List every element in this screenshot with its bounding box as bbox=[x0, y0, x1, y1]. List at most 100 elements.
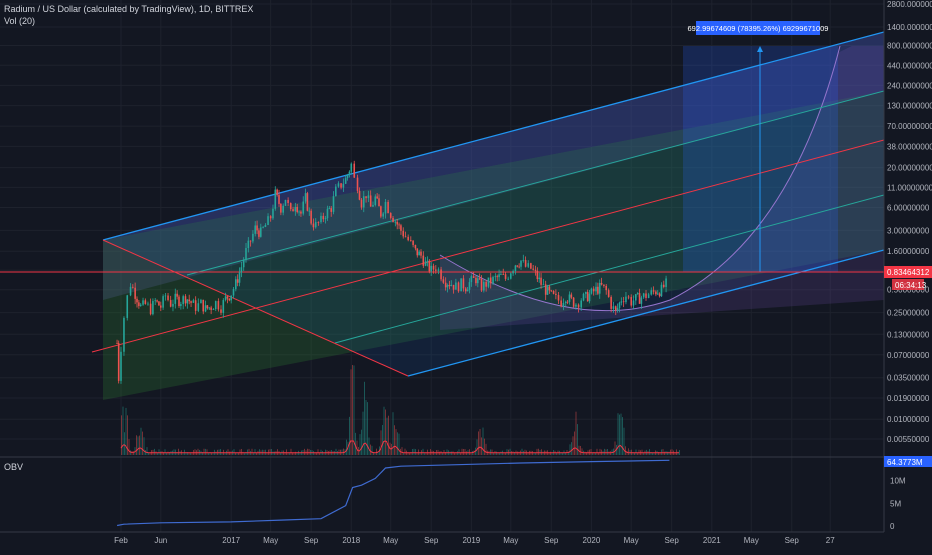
volume-bar bbox=[472, 451, 473, 455]
volume-bar bbox=[439, 451, 440, 455]
candle-body bbox=[382, 213, 384, 217]
obv-axis[interactable]: 10M 5M 0 bbox=[890, 477, 906, 531]
volume-bar bbox=[590, 449, 592, 455]
candle-body bbox=[230, 295, 232, 301]
candle-body bbox=[548, 286, 551, 291]
candle-body bbox=[404, 236, 407, 238]
price-tick: 0.00550000 bbox=[887, 435, 930, 444]
candle-body bbox=[536, 270, 539, 280]
pitchfork-upper-line[interactable] bbox=[102, 31, 884, 241]
volume-bar bbox=[428, 453, 430, 455]
time-axis[interactable]: Feb Jun 2017 May Sep 2018 May Sep 2019 May Sep 2020… bbox=[114, 536, 835, 545]
candle-body bbox=[575, 304, 577, 307]
volume-bar bbox=[626, 450, 628, 455]
volume-bar bbox=[370, 444, 371, 455]
candle-body bbox=[585, 292, 587, 294]
volume-bar bbox=[664, 451, 665, 455]
candle-body bbox=[592, 288, 595, 292]
candle-body bbox=[652, 290, 655, 292]
candle-body bbox=[616, 307, 619, 311]
volume-bar bbox=[287, 453, 289, 455]
volume-legend[interactable]: Vol (20) bbox=[4, 16, 35, 26]
volume-bar bbox=[125, 407, 127, 455]
volume-bar bbox=[584, 451, 586, 455]
target-label: 692.99674609 (78395.26%) 69299671009 bbox=[688, 24, 829, 33]
volume-bar bbox=[227, 449, 229, 455]
volume-bar bbox=[568, 451, 569, 455]
volume-bar bbox=[398, 433, 400, 455]
time-tick: 2019 bbox=[462, 536, 480, 545]
volume-bar bbox=[500, 451, 502, 455]
candle-body bbox=[468, 282, 471, 290]
volume-bar bbox=[173, 449, 175, 455]
candle-body bbox=[396, 221, 399, 225]
candle-body bbox=[214, 301, 217, 310]
candle-body bbox=[172, 303, 174, 307]
candle-body bbox=[384, 201, 387, 214]
time-tick: Sep bbox=[424, 536, 439, 545]
volume-bar bbox=[190, 452, 191, 455]
candle-body bbox=[322, 215, 325, 220]
volume-bar bbox=[653, 453, 655, 455]
volume-bar bbox=[353, 365, 355, 455]
pitchfork-lower-inner[interactable] bbox=[334, 194, 884, 344]
candle-body bbox=[314, 222, 317, 228]
volume-bar bbox=[295, 451, 296, 455]
volume-bar bbox=[209, 452, 211, 455]
price-tick: 11.00000000 bbox=[887, 183, 932, 192]
candle-body bbox=[147, 303, 149, 305]
volume-bar bbox=[139, 435, 140, 455]
volume-bar bbox=[671, 449, 673, 455]
candle-body bbox=[226, 296, 229, 299]
volume-bar bbox=[556, 452, 557, 455]
volume-bar bbox=[464, 448, 466, 455]
candle-body bbox=[152, 301, 154, 315]
volume-bar bbox=[455, 453, 457, 455]
candle-body bbox=[518, 266, 520, 268]
candle-body bbox=[457, 282, 460, 292]
volume-bar bbox=[253, 453, 254, 455]
volume-bar bbox=[659, 452, 661, 455]
candle-body bbox=[387, 201, 389, 214]
obv-last-tag bbox=[884, 456, 932, 467]
candle-body bbox=[269, 216, 272, 219]
volume-bar bbox=[548, 452, 550, 455]
candle-body bbox=[184, 296, 187, 304]
volume-bar bbox=[620, 413, 622, 455]
volume-bar bbox=[607, 448, 608, 455]
candle-body bbox=[407, 236, 409, 241]
candle-body bbox=[512, 271, 514, 274]
volume-bar bbox=[304, 448, 305, 455]
candle-body bbox=[437, 269, 440, 271]
volume-bar bbox=[143, 437, 145, 455]
drawing-tools[interactable] bbox=[0, 30, 884, 550]
volume-bar bbox=[284, 451, 286, 455]
candle-body bbox=[267, 216, 269, 225]
curve-arc[interactable] bbox=[439, 45, 841, 312]
candle-body bbox=[294, 206, 297, 212]
volume-bar bbox=[550, 451, 551, 455]
candle-body bbox=[204, 305, 207, 312]
obv-legend[interactable]: OBV bbox=[4, 462, 23, 472]
volume-bar bbox=[296, 452, 298, 455]
pitchfork-lower-line[interactable] bbox=[407, 249, 884, 377]
price-tick: 0.25000000 bbox=[887, 309, 930, 318]
volume-bar bbox=[137, 436, 139, 455]
candle-body bbox=[186, 299, 189, 304]
candle-body bbox=[452, 284, 455, 290]
volume-bar bbox=[149, 452, 151, 455]
volume-bar bbox=[164, 449, 166, 455]
candle-body bbox=[478, 278, 481, 280]
pitchfork-handle[interactable] bbox=[102, 239, 409, 377]
candle-body bbox=[555, 293, 557, 296]
pitchfork-upper-inner[interactable] bbox=[186, 90, 884, 276]
symbol-title[interactable]: Radium / US Dollar (calculated by Tradin… bbox=[4, 4, 253, 14]
volume-bar bbox=[562, 452, 563, 455]
candle-body bbox=[400, 225, 402, 231]
volume-bar bbox=[142, 431, 143, 455]
pitchfork-median-line[interactable] bbox=[91, 139, 884, 353]
volume-bar bbox=[220, 449, 221, 455]
volume-bar bbox=[251, 448, 253, 455]
